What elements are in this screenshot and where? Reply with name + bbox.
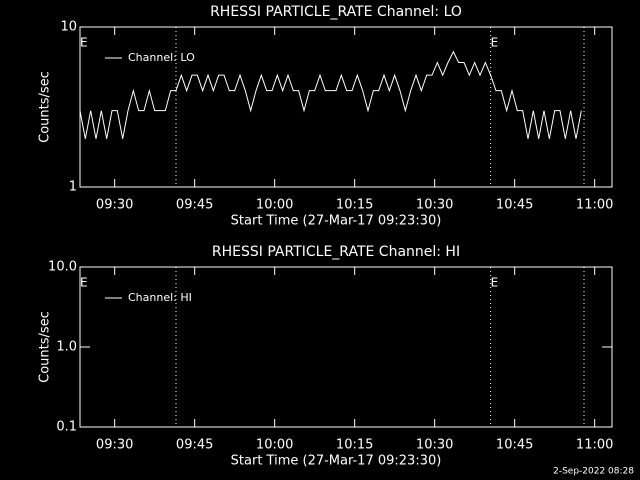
y-tick-label: 10 xyxy=(60,20,77,35)
x-tick-label: 10:15 xyxy=(336,438,373,453)
y-tick-label: 0.1 xyxy=(56,420,77,435)
legend-label: Channel: HI xyxy=(128,291,192,304)
event-label: E xyxy=(80,276,88,290)
y-axis-label: Counts/sec xyxy=(38,71,53,143)
x-tick-label: 10:45 xyxy=(496,198,533,213)
x-tick-label: 09:30 xyxy=(96,438,133,453)
x-tick-label: 09:45 xyxy=(176,198,213,213)
y-tick-label: 10.0 xyxy=(48,260,77,275)
x-tick-label: 10:45 xyxy=(496,438,533,453)
x-tick-label: 11:00 xyxy=(576,198,613,213)
x-tick-label: 10:00 xyxy=(256,438,293,453)
x-axis-label: Start Time (27-Mar-17 09:23:30) xyxy=(231,214,442,229)
y-axis-label: Counts/sec xyxy=(38,311,53,383)
data-line xyxy=(79,50,582,139)
x-tick-label: 10:15 xyxy=(336,198,373,213)
x-axis-label: Start Time (27-Mar-17 09:23:30) xyxy=(231,454,442,469)
footer: 2-Sep-2022 08:28 xyxy=(553,467,634,477)
chart-title: RHESSI PARTICLE_RATE Channel: HI xyxy=(212,244,460,260)
x-tick-label: 10:30 xyxy=(416,438,453,453)
x-tick-label: 09:30 xyxy=(96,198,133,213)
x-tick-label: 10:30 xyxy=(416,198,453,213)
x-tick-label: 10:00 xyxy=(256,198,293,213)
event-label: E xyxy=(80,36,88,50)
chart-title: RHESSI PARTICLE_RATE Channel: LO xyxy=(210,4,462,20)
legend-label: Channel: LO xyxy=(128,51,195,64)
y-tick-label: 1 xyxy=(69,180,77,195)
event-label: E xyxy=(491,276,499,290)
plot-frame xyxy=(79,26,613,188)
x-tick-label: 11:00 xyxy=(576,438,613,453)
y-tick-label: 1.0 xyxy=(56,340,77,355)
x-tick-label: 09:45 xyxy=(176,438,213,453)
event-label: E xyxy=(491,36,499,50)
